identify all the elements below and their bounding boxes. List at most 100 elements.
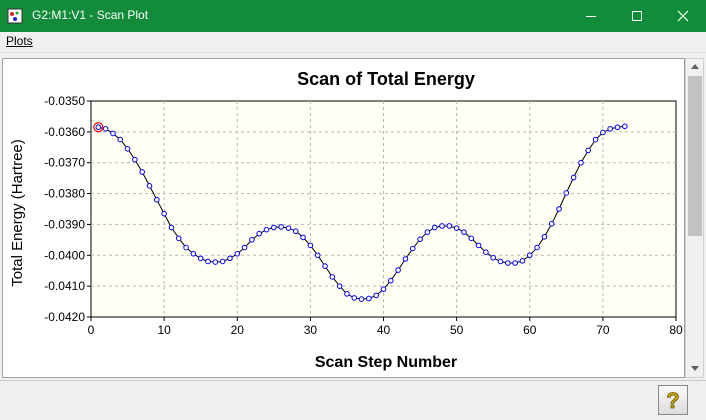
data-point[interactable]: [263, 226, 270, 233]
data-point[interactable]: [395, 267, 401, 273]
data-point[interactable]: [409, 245, 416, 252]
data-point[interactable]: [132, 156, 138, 163]
data-point[interactable]: [578, 159, 584, 166]
data-point[interactable]: [183, 244, 189, 251]
data-point[interactable]: [175, 235, 182, 242]
data-point[interactable]: [300, 234, 306, 241]
minimize-button[interactable]: [568, 0, 614, 32]
data-point[interactable]: [241, 244, 248, 251]
data-point[interactable]: [102, 125, 109, 132]
data-point[interactable]: [139, 169, 145, 175]
data-point[interactable]: [453, 225, 460, 231]
window-title: G2:M1:V1 - Scan Plot: [32, 8, 149, 22]
data-point[interactable]: [190, 250, 197, 257]
data-point[interactable]: [497, 258, 504, 265]
vertical-scrollbar[interactable]: [685, 58, 704, 378]
data-point[interactable]: [446, 223, 453, 229]
data-point[interactable]: [271, 224, 277, 231]
data-point[interactable]: [431, 224, 438, 231]
data-point[interactable]: [285, 225, 292, 231]
data-point[interactable]: [548, 221, 555, 227]
data-point[interactable]: [512, 260, 518, 266]
data-point[interactable]: [146, 183, 153, 189]
data-point[interactable]: [592, 136, 599, 143]
data-point[interactable]: [256, 230, 262, 237]
data-point[interactable]: [366, 295, 372, 302]
data-point[interactable]: [607, 125, 613, 132]
data-point[interactable]: [483, 249, 489, 255]
plot-document-icon: [7, 8, 23, 24]
data-point[interactable]: [227, 255, 233, 262]
scroll-down-button[interactable]: [686, 361, 703, 376]
data-point[interactable]: [417, 236, 423, 243]
data-point[interactable]: [388, 277, 394, 284]
scroll-thumb[interactable]: [688, 76, 702, 236]
scroll-up-button[interactable]: [686, 59, 703, 74]
data-point[interactable]: [307, 242, 314, 249]
data-point[interactable]: [219, 258, 226, 265]
y-tick-label: -0.0360: [44, 125, 85, 139]
data-point[interactable]: [329, 274, 336, 280]
data-point[interactable]: [234, 250, 241, 257]
data-point[interactable]: [249, 237, 255, 243]
help-button[interactable]: ?: [658, 385, 688, 415]
maximize-button[interactable]: [614, 0, 660, 32]
plot-panel: Scan of Total Energy -0.0350 -0.0360 -0.03…: [2, 58, 685, 378]
data-point[interactable]: [124, 146, 131, 152]
data-point[interactable]: [556, 206, 562, 212]
x-tick-label: 0: [88, 323, 95, 337]
data-point[interactable]: [212, 259, 219, 265]
x-tick-label: 40: [377, 323, 391, 337]
x-tick-label: 20: [231, 323, 245, 337]
data-point[interactable]: [351, 295, 358, 301]
data-point[interactable]: [168, 224, 175, 231]
data-point[interactable]: [322, 263, 328, 269]
data-point[interactable]: [278, 224, 284, 230]
help-question-icon: ?: [666, 388, 680, 414]
data-point[interactable]: [117, 136, 124, 143]
data-point[interactable]: [570, 174, 577, 181]
data-point[interactable]: [154, 196, 160, 203]
data-point[interactable]: [439, 223, 445, 229]
data-point[interactable]: [505, 260, 511, 266]
data-point[interactable]: [358, 296, 365, 302]
data-point[interactable]: [534, 244, 540, 251]
data-point[interactable]: [468, 235, 475, 242]
data-point[interactable]: [585, 147, 592, 154]
bottom-pane: [0, 380, 706, 420]
data-point[interactable]: [336, 283, 343, 289]
close-button[interactable]: [660, 0, 706, 32]
data-point[interactable]: [424, 229, 431, 235]
data-point[interactable]: [563, 190, 570, 196]
y-axis-ticks: -0.0350 -0.0360 -0.0370 -0.0380 -0.0390 -0.04…: [44, 94, 91, 324]
menu-plots[interactable]: Plots: [6, 34, 33, 48]
data-point[interactable]: [461, 229, 467, 235]
data-point[interactable]: [161, 210, 167, 217]
data-points: [93, 122, 628, 302]
data-point[interactable]: [526, 252, 533, 259]
data-point[interactable]: [490, 254, 496, 261]
data-point[interactable]: [614, 124, 621, 131]
data-point[interactable]: [373, 292, 379, 299]
data-point[interactable]: [475, 242, 482, 249]
y-tick-label: -0.0390: [44, 217, 85, 231]
data-point[interactable]: [622, 123, 628, 130]
data-point[interactable]: [344, 291, 350, 297]
data-point[interactable]: [380, 286, 387, 293]
data-point[interactable]: [110, 130, 116, 137]
title-bar: G2:M1:V1 - Scan Plot: [0, 0, 706, 32]
data-point[interactable]: [600, 129, 606, 136]
data-point[interactable]: [95, 124, 102, 131]
x-axis-label: Scan Step Number: [315, 354, 457, 371]
data-point[interactable]: [197, 255, 204, 262]
menu-plots-label: Plots: [6, 34, 33, 48]
data-point[interactable]: [541, 233, 548, 240]
x-tick-label: 10: [157, 323, 171, 337]
data-point[interactable]: [402, 256, 409, 262]
data-point[interactable]: [314, 252, 321, 259]
data-point[interactable]: [292, 228, 299, 235]
data-point[interactable]: [205, 258, 211, 265]
x-tick-label: 60: [523, 323, 537, 337]
chart-title: Scan of Total Energy: [297, 69, 475, 89]
data-point[interactable]: [519, 258, 526, 264]
